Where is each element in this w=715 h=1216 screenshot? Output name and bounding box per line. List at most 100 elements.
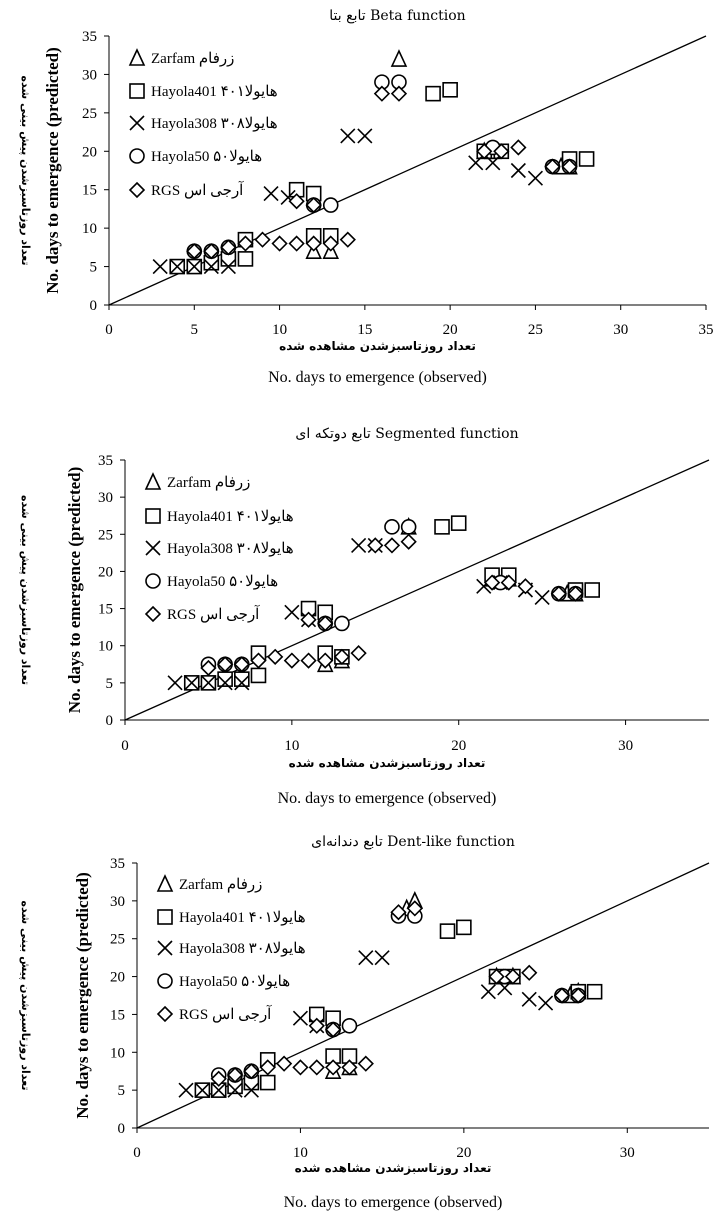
- data-point-diamond: [570, 987, 587, 1004]
- data-point-diamond: [305, 196, 322, 214]
- x-tick-label: 0: [133, 1145, 141, 1161]
- data-point-diamond: [483, 574, 501, 591]
- y-tick-label: 30: [82, 67, 97, 83]
- data-point-diamond: [406, 900, 423, 917]
- data-point-diamond: [400, 533, 417, 550]
- legend-entry: Hayola50 هایولا۵۰: [167, 574, 278, 590]
- data-point-diamond: [317, 615, 334, 632]
- y-tick-label: 25: [98, 527, 113, 543]
- x-tick-label: 20: [451, 738, 466, 754]
- y-tick-label: 10: [98, 639, 113, 655]
- data-point-diamond: [333, 648, 351, 665]
- data-point-x: [184, 675, 200, 691]
- legend-marker-circle: [129, 148, 145, 164]
- legend-marker-square: [157, 909, 173, 925]
- y-tick-label: 15: [110, 1007, 125, 1023]
- chart-panel-3: تابع دندانه‌ای Dent-like function 0 5 10 15 2…: [19, 834, 710, 1211]
- x-tick-label: 15: [357, 322, 372, 338]
- data-point-x: [284, 604, 300, 620]
- legend-marker-circle: [157, 973, 173, 989]
- series-circle: [186, 74, 578, 259]
- data-point-x: [527, 170, 543, 186]
- data-point-diamond: [292, 1059, 309, 1076]
- data-point-diamond: [300, 652, 317, 669]
- data-point-diamond: [500, 574, 517, 591]
- y-tick-label: 5: [90, 260, 98, 276]
- data-point-x: [211, 1082, 227, 1098]
- y-tick-label: 15: [98, 602, 113, 618]
- data-point-diamond: [233, 656, 250, 673]
- legend-entry: RGS آرجی اس: [179, 1005, 272, 1023]
- y-tick-label: 5: [106, 676, 114, 692]
- data-point-x: [186, 259, 202, 275]
- data-point-diamond: [186, 243, 203, 260]
- data-point-diamond: [271, 235, 288, 252]
- data-point-x: [227, 1082, 243, 1098]
- data-point-square: [217, 671, 233, 687]
- data-point-square: [450, 515, 467, 531]
- chart-title: تابع دندانه‌ای Dent-like function: [311, 834, 515, 850]
- y-tick-label: 15: [82, 183, 97, 199]
- chart-panel-2: تابع دوتکه ای Segmented function 0 5 10 15 20…: [19, 426, 710, 807]
- data-point-x: [480, 984, 496, 1000]
- y-tick-label: 0: [90, 298, 98, 314]
- y-tick-label: 30: [110, 894, 125, 910]
- legend-marker-x: [129, 115, 145, 131]
- data-point-square: [456, 919, 472, 936]
- data-point-diamond: [250, 652, 267, 669]
- x-tick-label: 10: [293, 1145, 308, 1161]
- x-tick-label: 20: [456, 1145, 471, 1161]
- chart-panel-1: تابع بتا Beta function 0 5 10 15 20 25 30 35 0 5 10…: [19, 8, 714, 386]
- x-axis-label: No. days to emergence (observed): [284, 1194, 503, 1211]
- legend-entry: Hayola308 هایولا۳۰۸: [179, 941, 306, 957]
- y-tick-label: 0: [106, 713, 114, 729]
- chart-title: تابع دوتکه ای Segmented function: [295, 426, 518, 442]
- data-point-x: [243, 1082, 259, 1098]
- x-tick-label: 0: [121, 738, 129, 754]
- series-diamond: [210, 900, 587, 1087]
- data-point-x: [167, 675, 183, 691]
- data-point-square: [425, 85, 441, 102]
- x-tick-label: 30: [620, 1145, 635, 1161]
- x-tick-label: 30: [613, 322, 628, 338]
- data-point-x: [534, 589, 550, 605]
- data-point-diamond: [383, 537, 401, 554]
- y-tick-label: 35: [98, 453, 113, 469]
- y-tick-label: 20: [82, 144, 97, 160]
- legend-marker-triangle: [144, 472, 162, 490]
- x-tick-label: 25: [528, 322, 543, 338]
- data-point-diamond: [210, 1070, 227, 1087]
- data-point-diamond: [521, 964, 538, 981]
- data-point-x: [292, 1010, 308, 1026]
- x-axis-label: No. days to emergence (observed): [268, 369, 487, 386]
- data-point-diamond: [200, 659, 217, 677]
- series-diamond: [186, 85, 578, 260]
- y-axis-label-fa: تعداد روزتاسبزشدن پیش بینی شده: [19, 901, 32, 1091]
- data-point-x: [357, 128, 373, 144]
- data-point-x: [217, 675, 233, 691]
- legend-entry: RGS آرجی اس: [151, 181, 244, 199]
- data-point-x: [178, 1082, 194, 1098]
- y-axis-label-fa: تعداد روزتاسبزشدن پیش بینی شده: [19, 76, 32, 266]
- data-point-diamond: [339, 231, 356, 248]
- data-point-x: [538, 995, 554, 1011]
- legend-entry: Zarfam زرفام: [167, 475, 250, 491]
- legend-entry: Hayola50 هایولا۵۰: [179, 974, 290, 990]
- data-point-x: [340, 128, 356, 144]
- data-point-triangle: [390, 49, 408, 67]
- data-point-circle: [384, 519, 400, 535]
- y-tick-label: 30: [98, 490, 113, 506]
- data-point-square: [434, 519, 450, 535]
- legend-entry: Hayola401 هایولا۴۰۱: [151, 84, 278, 100]
- data-point-diamond: [300, 611, 317, 628]
- data-point-diamond: [237, 235, 254, 252]
- y-axis-label: No. days to emergence (predicted): [65, 467, 84, 714]
- data-point-diamond: [367, 537, 384, 554]
- data-point-diamond: [226, 1066, 244, 1084]
- data-point-diamond: [373, 85, 391, 102]
- y-tick-label: 5: [118, 1083, 126, 1099]
- y-tick-label: 10: [110, 1045, 125, 1061]
- data-point-diamond: [341, 1059, 358, 1076]
- y-tick-label: 0: [118, 1121, 126, 1137]
